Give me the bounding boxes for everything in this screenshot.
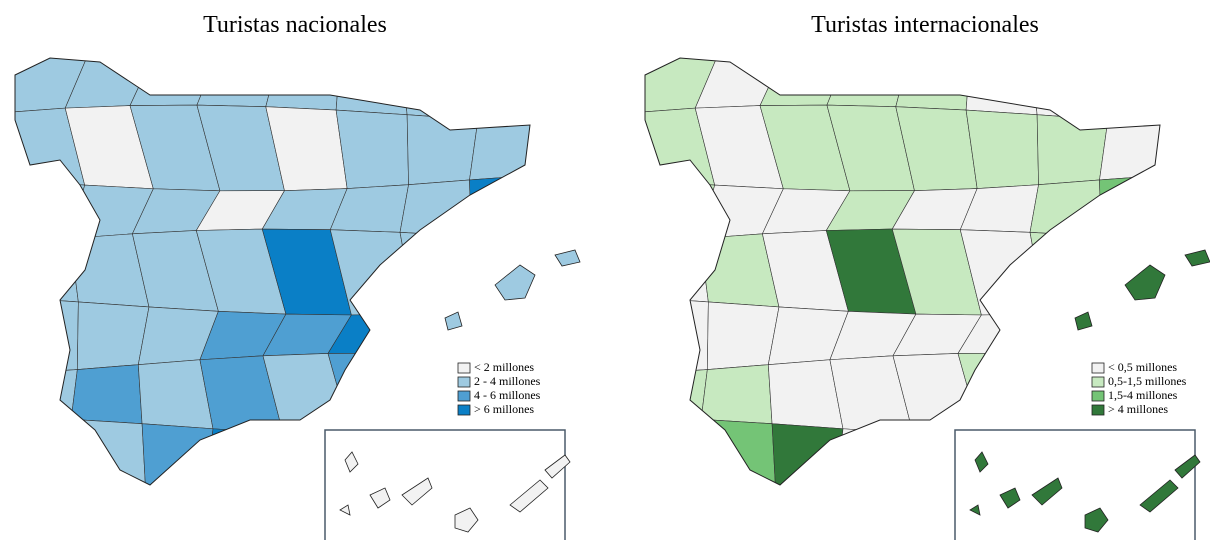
- province: [395, 311, 477, 355]
- map: Turistas internacionales < 0,5 millones0,…: [640, 12, 1210, 540]
- province: [401, 55, 478, 120]
- province: [1093, 55, 1168, 124]
- maps: Turistas nacionales < 2 millones2 - 4 mil…: [0, 0, 1210, 540]
- province: [1100, 120, 1168, 180]
- province: [640, 297, 708, 374]
- province: [640, 416, 714, 489]
- island: [1075, 312, 1092, 330]
- legend-label: 0,5-1,5 millones: [1108, 374, 1187, 388]
- province: [827, 55, 909, 107]
- legend-swatch: [1092, 363, 1104, 373]
- island: [1125, 265, 1165, 300]
- province: [10, 238, 78, 302]
- legend-label: 1,5-4 millones: [1108, 388, 1178, 402]
- province: [640, 180, 715, 243]
- province: [896, 55, 971, 110]
- inset-frame: [955, 430, 1195, 540]
- legend-label: > 6 millones: [474, 402, 534, 416]
- province: [772, 424, 843, 489]
- province: [71, 419, 145, 489]
- map-title: Turistas nacionales: [203, 12, 387, 38]
- province: [701, 419, 775, 489]
- province: [71, 365, 142, 424]
- island: [445, 312, 462, 330]
- legend-swatch: [458, 363, 470, 373]
- province: [701, 365, 772, 424]
- province: [1030, 180, 1101, 237]
- provinces: [640, 55, 1168, 489]
- province: [640, 238, 708, 302]
- province: [400, 232, 477, 313]
- legend-label: 2 - 4 millones: [474, 374, 541, 388]
- legend-swatch: [1092, 377, 1104, 387]
- province: [207, 429, 284, 489]
- province: [707, 302, 779, 370]
- legend-swatch: [458, 377, 470, 387]
- province: [470, 120, 538, 180]
- province: [10, 370, 77, 420]
- province: [336, 110, 408, 188]
- province: [966, 110, 1038, 188]
- province: [142, 424, 213, 489]
- province: [1025, 311, 1107, 355]
- province: [1031, 55, 1108, 120]
- province: [470, 175, 538, 242]
- province: [10, 180, 85, 243]
- province: [837, 429, 914, 489]
- province: [1100, 175, 1168, 242]
- legend-label: < 2 millones: [474, 360, 534, 374]
- provinces: [10, 55, 538, 489]
- legend-label: 4 - 6 millones: [474, 388, 541, 402]
- map-title: Turistas internacionales: [811, 12, 1039, 38]
- legend-swatch: [458, 405, 470, 415]
- island: [555, 250, 580, 266]
- province: [197, 55, 279, 107]
- island: [495, 265, 535, 300]
- province: [1030, 232, 1107, 313]
- province: [10, 416, 84, 489]
- province: [77, 302, 149, 370]
- province: [328, 353, 418, 439]
- province: [958, 353, 1048, 439]
- province: [1094, 306, 1168, 358]
- province: [640, 370, 707, 420]
- province: [400, 180, 471, 237]
- legend-label: < 0,5 millones: [1108, 360, 1177, 374]
- province: [463, 55, 538, 124]
- legend-swatch: [458, 391, 470, 401]
- legend-label: > 4 millones: [1108, 402, 1168, 416]
- legend-swatch: [1092, 405, 1104, 415]
- legend-swatch: [1092, 391, 1104, 401]
- province: [10, 297, 78, 374]
- inset-frame: [325, 430, 565, 540]
- province: [464, 306, 538, 358]
- province: [266, 55, 341, 110]
- island: [1185, 250, 1210, 266]
